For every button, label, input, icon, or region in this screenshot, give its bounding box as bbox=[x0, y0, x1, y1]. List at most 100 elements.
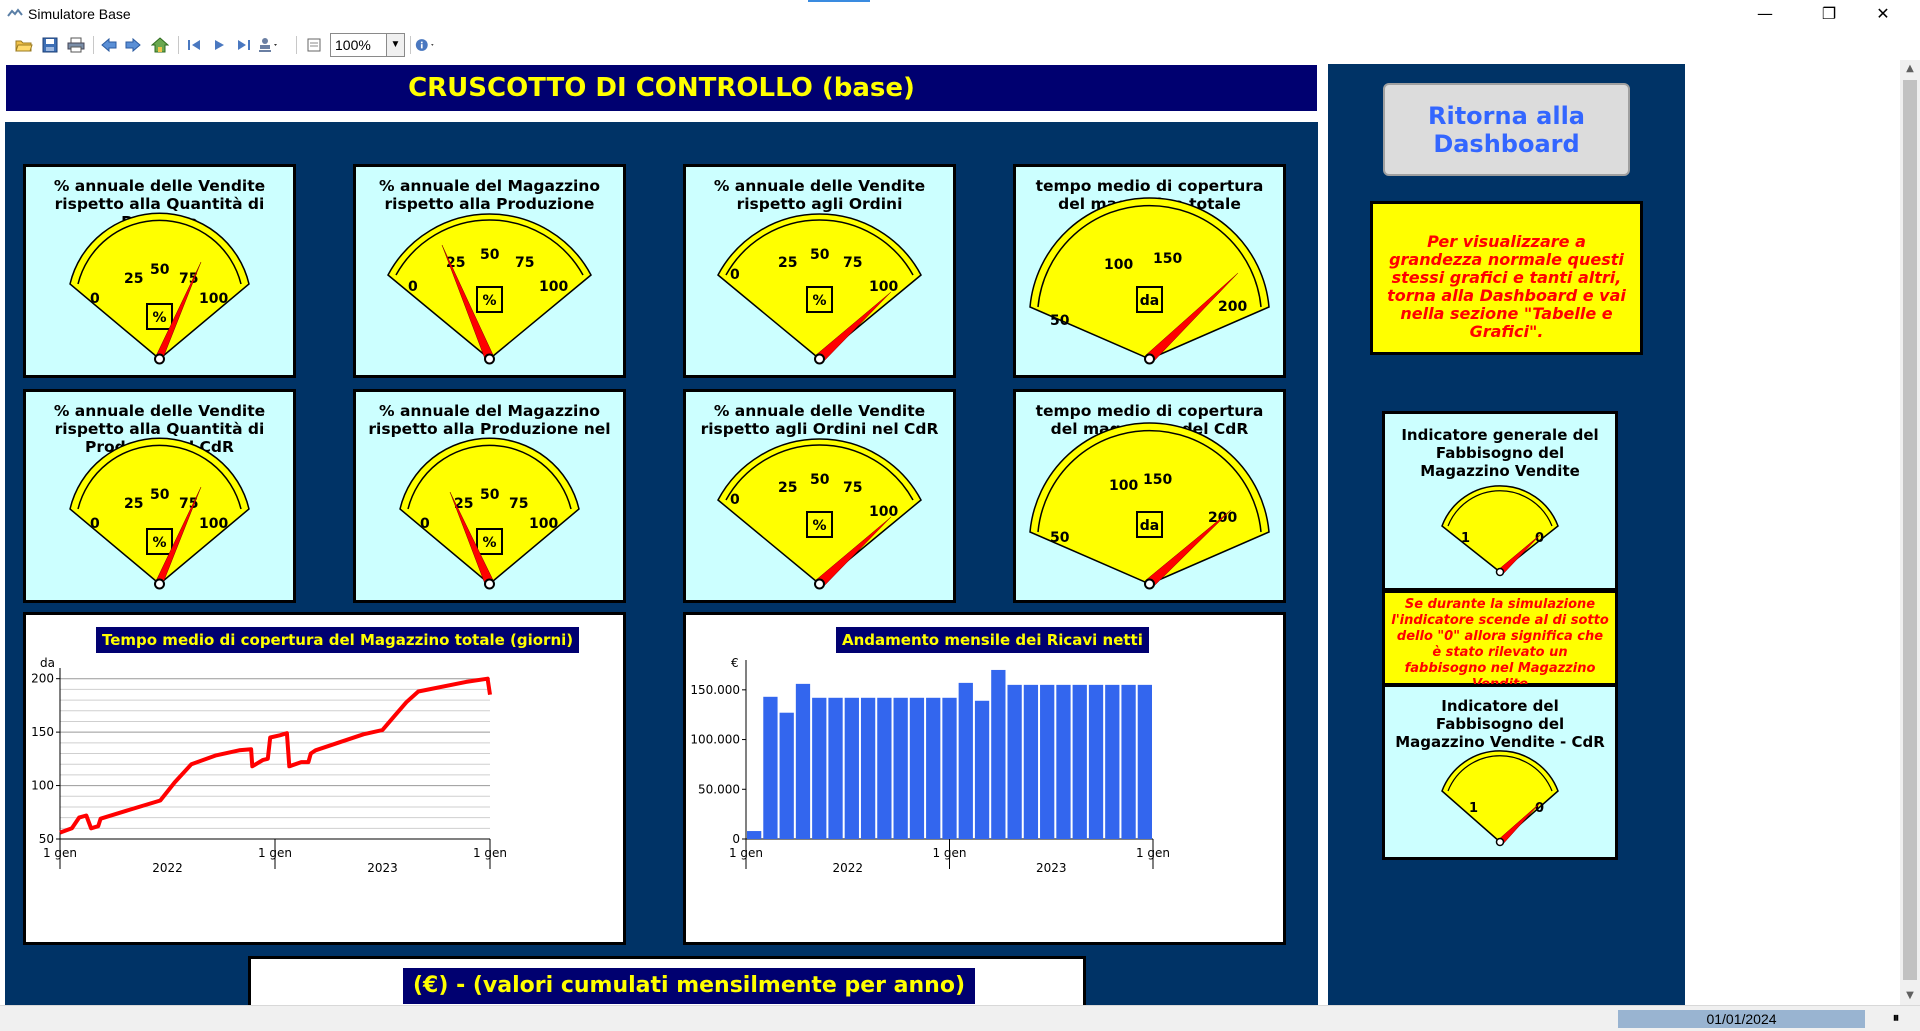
svg-text:0: 0 bbox=[1535, 531, 1544, 546]
svg-text:0: 0 bbox=[90, 291, 100, 307]
chart-title: Andamento mensile dei Ricavi netti bbox=[836, 627, 1149, 653]
scroll-thumb[interactable] bbox=[1903, 80, 1917, 980]
x-tick-label: 1 gen bbox=[1136, 846, 1170, 860]
svg-text:100: 100 bbox=[199, 291, 228, 307]
gauge-dial: 0 25 50 75 100 % bbox=[69, 212, 250, 365]
scroll-up-icon[interactable]: ▲ bbox=[1906, 63, 1914, 74]
y-axis-label: € bbox=[731, 656, 739, 670]
chart-title: Tempo medio di copertura del Magazzino t… bbox=[96, 627, 580, 653]
y-tick-label: 50.000 bbox=[698, 782, 740, 796]
svg-text:50: 50 bbox=[480, 247, 500, 263]
y-tick-label: 100 bbox=[31, 779, 54, 793]
y-tick-label: 200 bbox=[31, 672, 54, 686]
bar bbox=[1105, 684, 1120, 839]
close-button[interactable]: ✕ bbox=[1876, 4, 1890, 23]
svg-text:50: 50 bbox=[1050, 313, 1070, 329]
svg-text:0: 0 bbox=[90, 516, 100, 532]
maximize-button[interactable]: ❐ bbox=[1821, 4, 1837, 23]
line-chart: da 50 100 150 200 1 gen 1 gen 1 gen 2022 2023 bbox=[31, 656, 507, 875]
svg-text:75: 75 bbox=[179, 271, 198, 287]
y-tick-label: 150 bbox=[31, 725, 54, 739]
indicator-title: Indicatore del Fabbisogno del Magazzino … bbox=[1395, 697, 1605, 751]
page-setup-icon[interactable] bbox=[303, 34, 325, 56]
svg-text:1: 1 bbox=[1469, 801, 1478, 816]
year-label: 2022 bbox=[832, 861, 863, 875]
open-folder-icon[interactable] bbox=[13, 34, 35, 56]
svg-text:%: % bbox=[152, 535, 166, 551]
y-tick-label: 150.000 bbox=[690, 683, 740, 697]
page-title: CRUSCOTTO DI CONTROLLO (base) bbox=[5, 64, 1318, 112]
last-page-icon[interactable] bbox=[233, 34, 255, 56]
back-arrow-icon[interactable] bbox=[98, 34, 120, 56]
gauge-title: % annuale delle Vendite rispetto agli Or… bbox=[700, 402, 939, 438]
toolbar-separator bbox=[296, 36, 297, 54]
svg-text:0: 0 bbox=[730, 492, 740, 508]
svg-text:75: 75 bbox=[515, 255, 534, 271]
bar bbox=[926, 697, 941, 839]
pause-icon[interactable]: ⏸ bbox=[1892, 1011, 1900, 1026]
save-icon[interactable] bbox=[39, 34, 61, 56]
first-page-icon[interactable] bbox=[183, 34, 205, 56]
gauge-title: % annuale del Magazzino rispetto alla Pr… bbox=[379, 177, 600, 213]
gauge-dial: 0 25 50 75 100 % bbox=[717, 213, 922, 365]
bar bbox=[1056, 684, 1071, 839]
x-tick-label: 1 gen bbox=[932, 846, 966, 860]
svg-text:50: 50 bbox=[150, 262, 170, 278]
svg-text:da: da bbox=[1140, 293, 1159, 309]
home-icon[interactable] bbox=[149, 34, 171, 56]
bar bbox=[828, 697, 843, 839]
toolbar-separator bbox=[410, 36, 411, 54]
bar bbox=[942, 697, 957, 839]
svg-text:100: 100 bbox=[869, 279, 898, 295]
bar bbox=[779, 712, 794, 839]
bar bbox=[909, 697, 925, 839]
y-tick-label: 50 bbox=[39, 832, 54, 846]
svg-text:150: 150 bbox=[1153, 251, 1182, 267]
minimize-button[interactable]: — bbox=[1757, 4, 1773, 23]
bar bbox=[860, 697, 876, 839]
bar bbox=[844, 697, 859, 839]
indicator-dial: 1 0 bbox=[1441, 485, 1559, 577]
svg-text:0: 0 bbox=[408, 279, 418, 295]
y-axis-label: da bbox=[40, 656, 55, 670]
forward-arrow-icon[interactable] bbox=[122, 34, 144, 56]
play-icon[interactable] bbox=[208, 34, 230, 56]
bar bbox=[877, 697, 892, 839]
x-tick-label: 1 gen bbox=[43, 846, 77, 860]
svg-text:100: 100 bbox=[1109, 478, 1138, 494]
bar bbox=[763, 696, 778, 839]
bar bbox=[812, 697, 827, 839]
stamp-icon[interactable] bbox=[258, 34, 280, 56]
svg-text:50: 50 bbox=[1050, 530, 1070, 546]
vertical-scrollbar[interactable]: ▲ ▼ bbox=[1900, 60, 1920, 1005]
y-tick-label: 100.000 bbox=[690, 733, 740, 747]
print-icon[interactable] bbox=[65, 34, 87, 56]
status-bar: 01/01/2024 ⏸ bbox=[0, 1005, 1920, 1031]
title-bar: Simulatore Base — ❐ ✕ bbox=[0, 0, 1920, 30]
toolbar-separator bbox=[93, 36, 94, 54]
svg-text:%: % bbox=[812, 293, 826, 309]
bar bbox=[1007, 684, 1022, 839]
gauge-dial: 50 100 150 200 da bbox=[1029, 197, 1270, 365]
svg-text:0: 0 bbox=[730, 267, 740, 283]
x-tick-label: 1 gen bbox=[258, 846, 292, 860]
year-label: 2023 bbox=[367, 861, 398, 875]
bar bbox=[893, 697, 908, 839]
info-note: Per visualizzare a grandezza normale que… bbox=[1370, 201, 1643, 355]
svg-text:25: 25 bbox=[124, 271, 143, 287]
gauge-card: tempo medio di copertura del magazzino d… bbox=[1013, 389, 1286, 603]
year-label: 2023 bbox=[1036, 861, 1067, 875]
gauge-dial: 50 100 150 200 da bbox=[1029, 422, 1270, 590]
info-icon[interactable] bbox=[415, 34, 437, 56]
svg-text:%: % bbox=[482, 535, 496, 551]
chevron-down-icon[interactable]: ▼ bbox=[386, 34, 404, 56]
toolbar: 100% ▼ bbox=[0, 30, 1920, 60]
return-dashboard-button[interactable]: Ritorna alla Dashboard bbox=[1383, 83, 1630, 176]
year-label: 2022 bbox=[152, 861, 183, 875]
svg-text:150: 150 bbox=[1143, 472, 1172, 488]
svg-text:50: 50 bbox=[810, 247, 830, 263]
scroll-down-icon[interactable]: ▼ bbox=[1906, 990, 1914, 1001]
svg-text:25: 25 bbox=[454, 496, 473, 512]
zoom-select[interactable]: 100% ▼ bbox=[330, 33, 405, 57]
svg-text:50: 50 bbox=[480, 487, 500, 503]
